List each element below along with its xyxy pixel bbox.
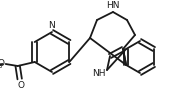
Text: NH: NH: [92, 69, 106, 77]
Text: O: O: [0, 60, 4, 69]
Text: HN: HN: [106, 0, 120, 9]
Text: N: N: [49, 21, 55, 31]
Text: O: O: [17, 81, 24, 89]
Text: CH₃: CH₃: [0, 61, 3, 69]
